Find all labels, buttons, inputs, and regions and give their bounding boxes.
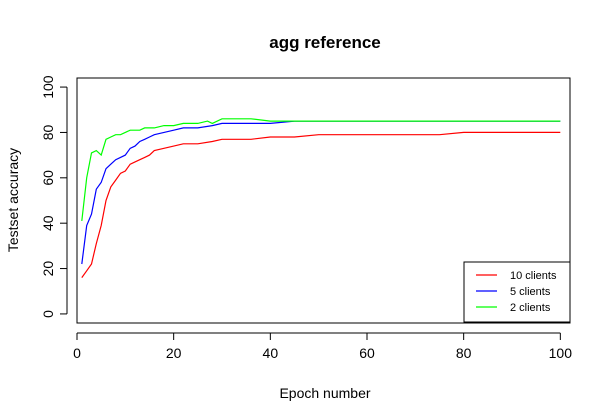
x-tick-label: 20 [166,345,182,361]
series-line-1 [81,131,561,278]
legend-label: 10 clients [510,270,557,282]
y-tick-label: 20 [40,261,56,277]
x-axis: 0 20 40 60 80 100 [73,332,573,361]
y-tick-label: 80 [40,124,56,140]
legend-label: 5 clients [510,286,551,298]
y-axis: 0 20 40 60 80 100 [40,75,68,318]
x-tick-label: 40 [263,345,279,361]
x-tick-label: 80 [456,345,472,361]
chart-title: agg reference [269,33,381,52]
legend: 10 clients 5 clients 2 clients [463,261,571,323]
y-tick-label: 40 [40,215,56,231]
plot-frame [76,77,571,324]
series-group [81,118,561,278]
y-axis-label: Testset accuracy [5,148,21,252]
y-tick-label: 60 [40,170,56,186]
x-tick-label: 100 [549,345,573,361]
y-tick-label: 0 [40,310,56,318]
legend-label: 2 clients [510,302,551,314]
y-tick-label: 100 [40,75,56,99]
series-line-2 [81,120,561,265]
x-axis-label: Epoch number [279,385,370,401]
series-line-3 [81,118,561,221]
x-tick-label: 0 [73,345,81,361]
x-tick-label: 60 [359,345,375,361]
legend-box [463,261,571,323]
